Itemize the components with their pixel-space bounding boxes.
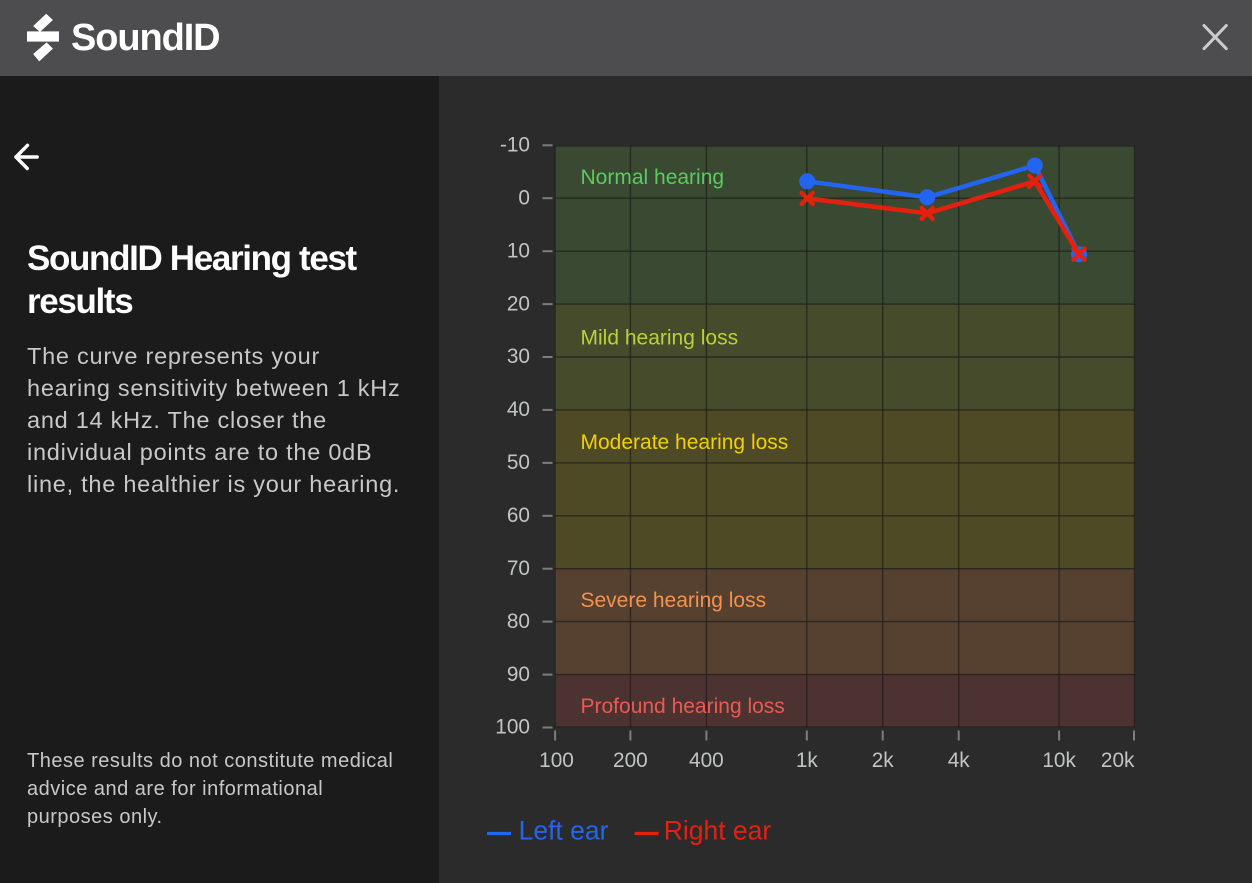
svg-text:Moderate hearing loss: Moderate hearing loss	[581, 431, 789, 454]
svg-text:4k: 4k	[948, 749, 971, 772]
svg-text:70: 70	[507, 557, 530, 580]
svg-text:Left ear: Left ear	[519, 815, 609, 845]
svg-text:200: 200	[613, 749, 648, 772]
svg-text:Mild hearing loss: Mild hearing loss	[581, 327, 739, 350]
svg-text:10: 10	[507, 239, 530, 262]
svg-text:10k: 10k	[1042, 749, 1076, 772]
svg-text:100: 100	[539, 749, 574, 772]
svg-text:80: 80	[507, 610, 530, 633]
svg-text:40: 40	[507, 398, 530, 421]
svg-text:400: 400	[689, 749, 724, 772]
svg-text:100: 100	[495, 716, 530, 739]
svg-text:Severe hearing loss: Severe hearing loss	[581, 589, 767, 612]
svg-text:Normal hearing: Normal hearing	[581, 166, 725, 189]
svg-text:50: 50	[507, 451, 530, 474]
svg-text:90: 90	[507, 663, 530, 686]
svg-text:1k: 1k	[796, 749, 819, 772]
svg-text:2k: 2k	[872, 749, 895, 772]
svg-text:Right ear: Right ear	[664, 815, 772, 845]
svg-text:20: 20	[507, 292, 530, 315]
svg-text:20k: 20k	[1101, 749, 1135, 772]
svg-text:0: 0	[518, 186, 530, 209]
svg-text:Profound hearing loss: Profound hearing loss	[581, 695, 785, 718]
svg-text:60: 60	[507, 504, 530, 527]
svg-text:30: 30	[507, 345, 530, 368]
svg-text:-10: -10	[500, 134, 530, 157]
